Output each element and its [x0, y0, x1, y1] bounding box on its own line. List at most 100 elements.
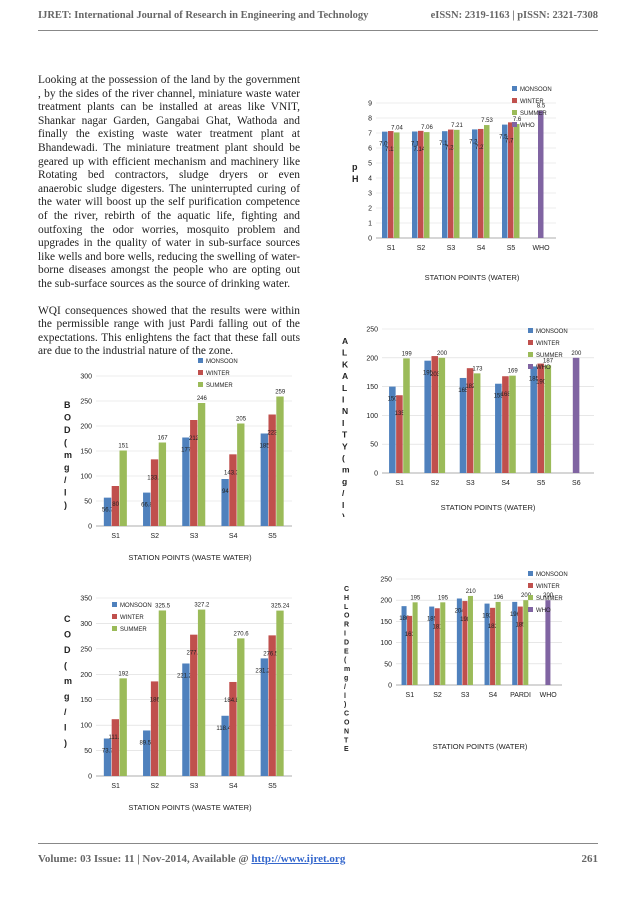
ylabel-letter: m: [344, 666, 350, 673]
bod-legend: MONSOON WINTER SUMMER: [198, 358, 238, 389]
journal-link[interactable]: http://www.ijret.org: [251, 853, 346, 865]
x-tick-label: S3: [190, 783, 199, 790]
data-label: 246: [197, 396, 208, 402]
legend-swatch: [512, 86, 517, 91]
x-tick-label: S2: [433, 692, 442, 699]
y-tick-label: 50: [84, 499, 92, 506]
bar: [260, 433, 268, 526]
bar: [442, 131, 448, 238]
ph-legend: MONSOON WINTER SUMMER WHO: [512, 86, 552, 129]
data-label: 169: [508, 369, 519, 375]
ylabel-letter: I: [342, 395, 344, 405]
data-label: 195: [438, 595, 449, 601]
ylabel-letter: (: [342, 453, 345, 463]
data-label: 184.89: [224, 698, 243, 704]
bar: [158, 442, 167, 526]
data-label: 7.04: [391, 125, 403, 131]
data-label: 66.8: [141, 503, 153, 509]
bar: [182, 437, 190, 526]
bar: [459, 377, 467, 473]
data-label: 192: [482, 614, 493, 620]
ylabel-letter: l: [344, 693, 346, 700]
bar: [462, 601, 468, 685]
page-header: IJRET: International Journal of Research…: [38, 10, 598, 21]
bar: [276, 396, 284, 526]
bar: [388, 131, 394, 238]
x-tick-label: S3: [461, 692, 470, 699]
bar: [229, 454, 237, 526]
ylabel-letter: g: [64, 692, 70, 702]
issn: eISSN: 2319-1163 | pISSN: 2321-7308: [430, 10, 598, 21]
bod-xlabel: STATION POINTS (WASTE WATER): [128, 553, 252, 562]
legend-swatch: [528, 595, 533, 600]
bar: [424, 132, 430, 238]
data-label: 7.12: [439, 141, 451, 147]
y-tick-label: 150: [380, 619, 392, 626]
bar: [509, 375, 516, 473]
x-tick-label: WHO: [532, 245, 550, 252]
data-label: 185: [515, 623, 526, 629]
page-footer: Volume: 03 Issue: 11 | Nov-2014, Availab…: [38, 853, 598, 865]
ylabel-letter: L: [342, 383, 347, 393]
bar: [495, 601, 501, 685]
data-label: 173: [472, 366, 483, 372]
ylabel-letter: l: [64, 488, 67, 498]
y-tick-label: 0: [88, 774, 92, 781]
bar: [197, 609, 206, 776]
data-label: 205: [236, 417, 247, 423]
chart-plot: 0 50 100 150 200 250 300 S1 56.780 151 S2 66.8 133.3…: [80, 374, 292, 540]
bar: [438, 357, 446, 473]
bar: [407, 615, 413, 685]
data-label: 187: [543, 358, 554, 364]
legend-label: SUMMER: [120, 627, 147, 633]
x-tick-label: S1: [395, 480, 404, 487]
legend-swatch: [198, 358, 203, 363]
bar: [502, 376, 509, 473]
bar: [472, 129, 478, 238]
data-label: 185: [260, 444, 271, 450]
data-label: 133.3: [147, 475, 163, 481]
data-label: 7.6: [513, 117, 522, 123]
cod-legend: MONSOON WINTER SUMMER: [112, 602, 152, 633]
data-label: 73.7: [102, 749, 114, 755]
legend-swatch: [512, 98, 517, 103]
ylabel-letter: ): [64, 738, 67, 748]
bar: [523, 600, 529, 685]
bar: [150, 681, 159, 776]
data-label: 80: [112, 502, 119, 508]
data-label: 195: [410, 595, 421, 601]
ylabel-letter: l: [64, 723, 67, 733]
data-label: 210: [466, 589, 477, 595]
y-tick-label: 200: [80, 672, 92, 679]
y-tick-label: 250: [380, 577, 392, 584]
data-label: 7.09: [379, 142, 391, 148]
ylabel-letter: O: [64, 630, 71, 640]
bar: [103, 497, 112, 526]
bar: [150, 459, 159, 526]
y-tick-label: 200: [380, 598, 392, 605]
ylabel-letter: ): [342, 512, 345, 518]
bar: [431, 356, 439, 473]
data-label: 111.7: [109, 735, 124, 741]
bar: [389, 386, 396, 473]
ylabel-letter: E: [344, 746, 349, 753]
legend-swatch: [528, 583, 533, 588]
y-tick-label: 50: [384, 661, 392, 668]
bar: [403, 358, 410, 473]
data-label: 259: [275, 390, 286, 396]
legend-label: MONSOON: [520, 87, 552, 93]
x-tick-label: S1: [111, 533, 120, 540]
chloride-xlabel: STATION POINTS (WATER): [433, 742, 528, 751]
legend-swatch: [512, 122, 517, 127]
bar: [401, 606, 407, 685]
data-label: 276.52: [263, 651, 282, 657]
legend-label: SUMMER: [206, 383, 233, 389]
data-label: 89.53: [139, 740, 155, 746]
x-tick-label: S3: [190, 533, 199, 540]
ylabel-letter: O: [344, 720, 350, 727]
ylabel-letter: T: [344, 737, 349, 744]
bar: [418, 130, 424, 238]
data-label: 7.21: [451, 123, 463, 129]
